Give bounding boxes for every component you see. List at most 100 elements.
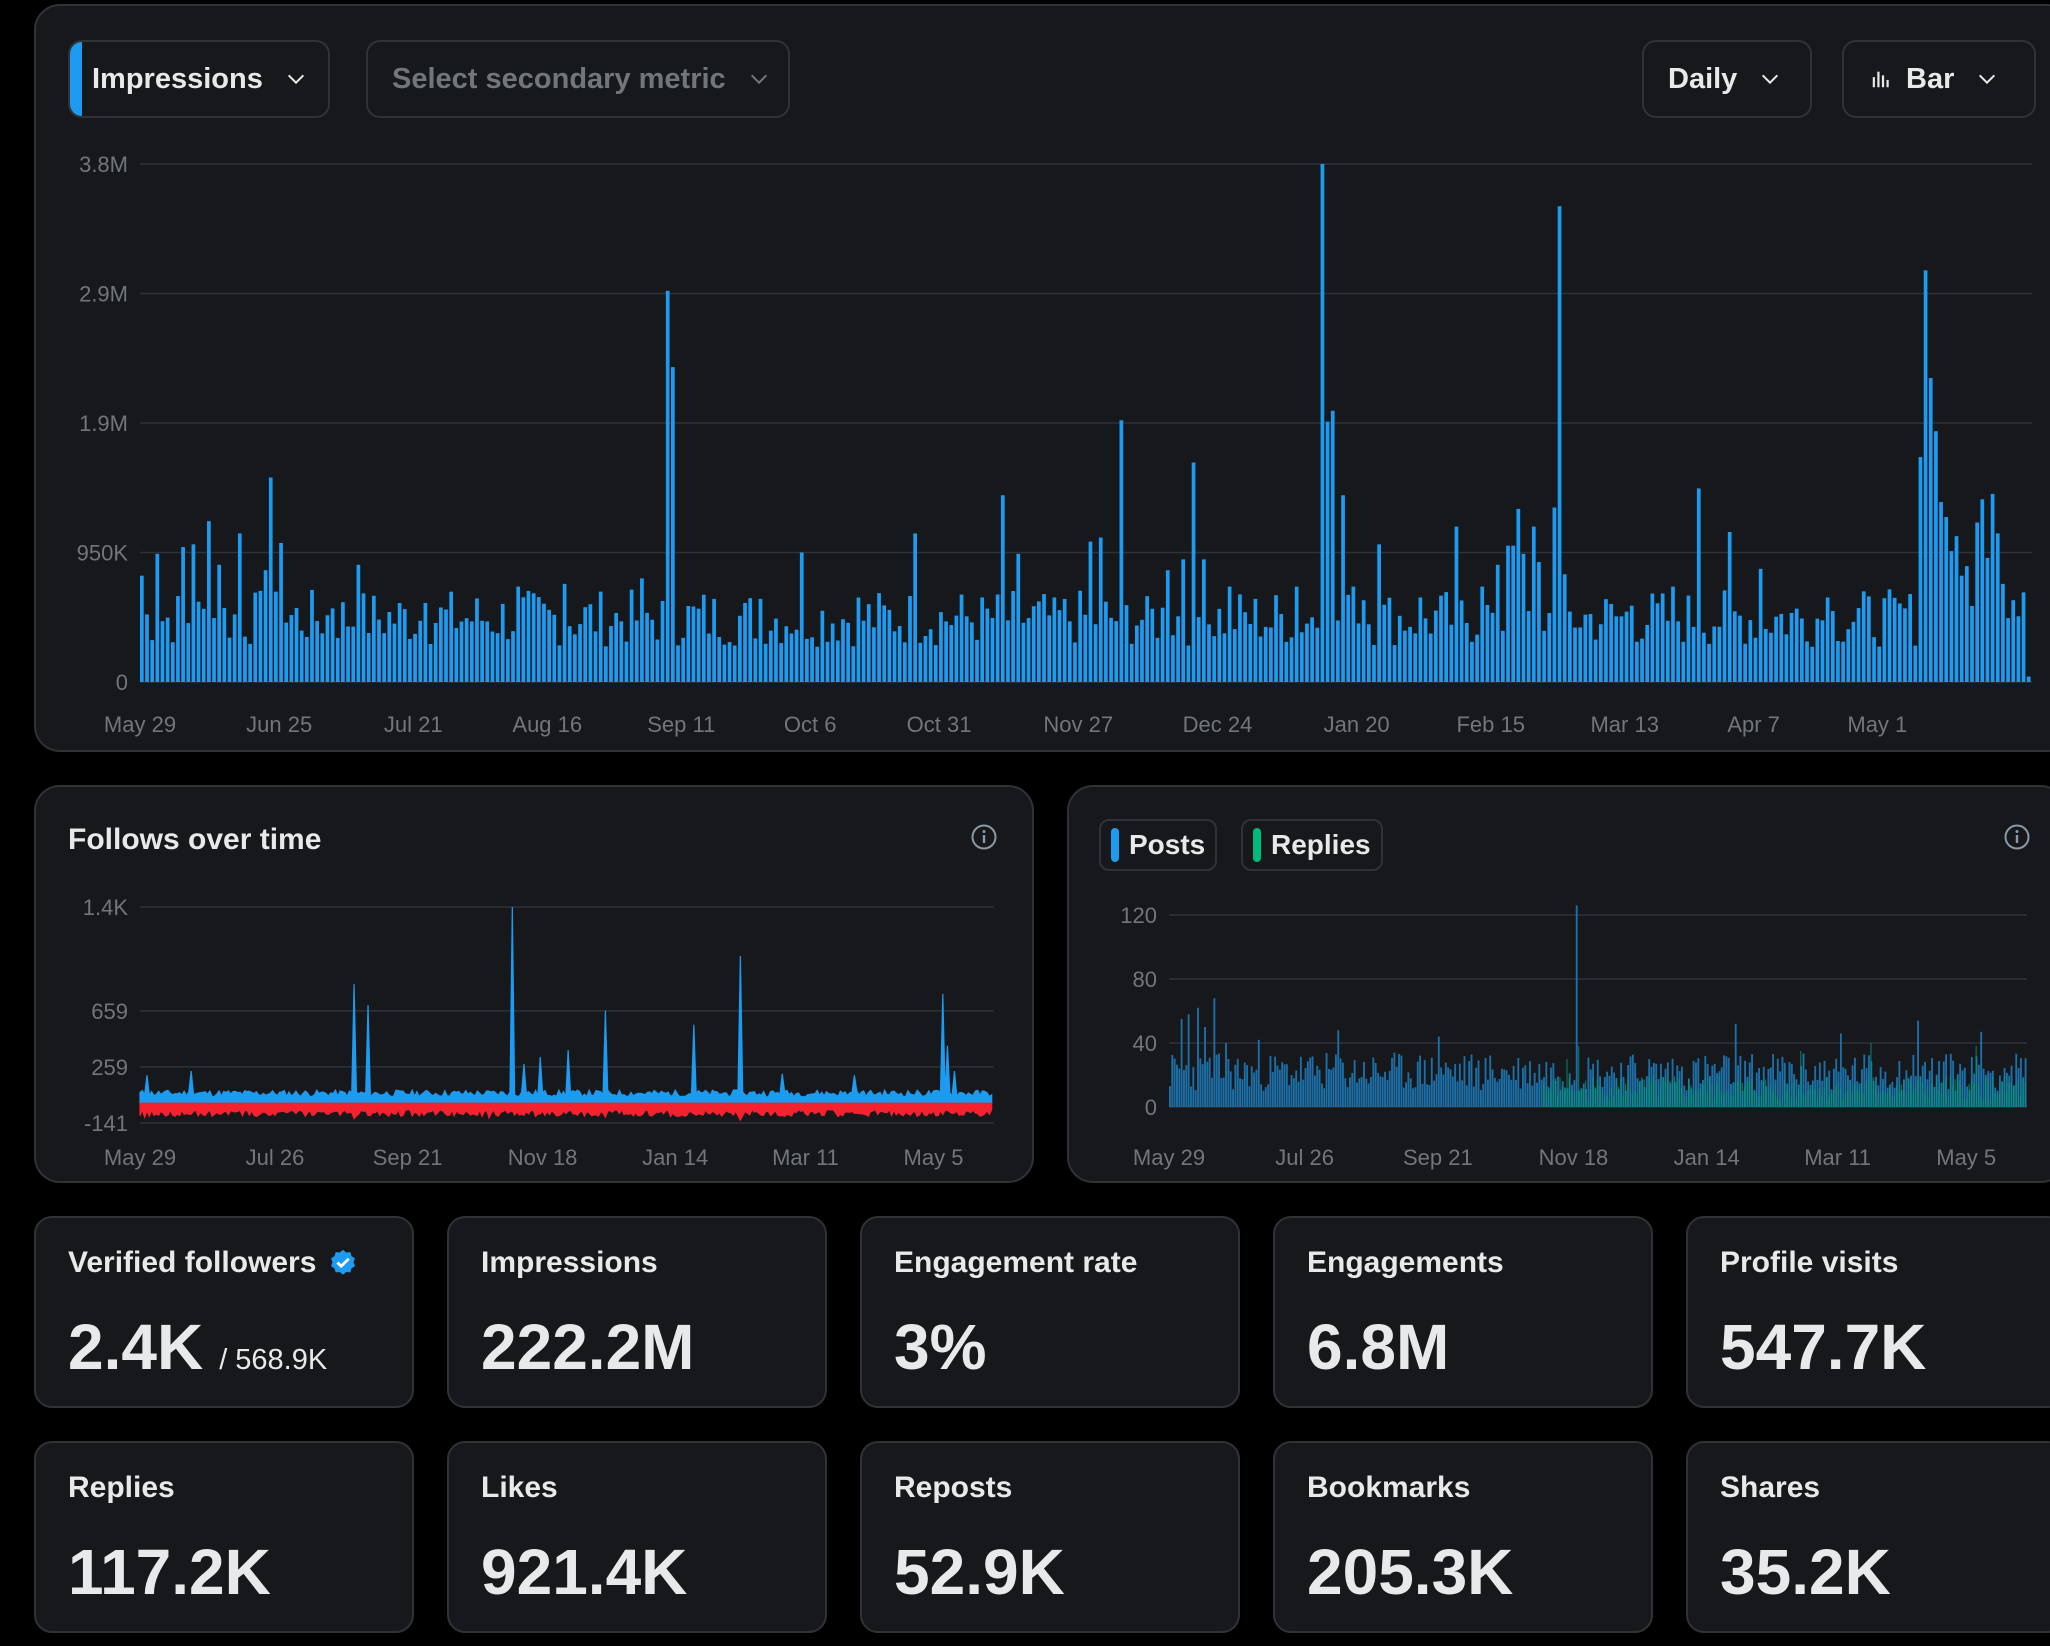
impressions-bar xyxy=(964,616,969,682)
replies-bar xyxy=(1903,1079,1905,1107)
impressions-bar xyxy=(1047,615,1052,682)
period-dropdown[interactable]: Daily xyxy=(1642,40,1812,118)
chart-type-dropdown[interactable]: Bar xyxy=(1842,40,2036,118)
impressions-bar xyxy=(1784,634,1789,682)
x-tick-label: Jan 20 xyxy=(1324,712,1390,737)
posts-bar xyxy=(1206,1061,1209,1107)
replies-bar xyxy=(1889,1085,1891,1107)
impressions-bar xyxy=(397,603,402,682)
impressions-bar xyxy=(1629,605,1634,682)
posts-bar xyxy=(1540,1079,1543,1107)
secondary-metric-dropdown[interactable]: Select secondary metric xyxy=(366,40,790,118)
posts-bar xyxy=(1760,1080,1763,1107)
posts-bar xyxy=(1360,1077,1363,1107)
replies-bar xyxy=(1585,1080,1587,1107)
posts-bar xyxy=(1337,1030,1340,1107)
impressions-bar xyxy=(1346,594,1351,682)
posts-bar xyxy=(1966,1086,1969,1107)
impressions-bar xyxy=(1810,646,1815,682)
stat-replies[interactable]: Replies 117.2K xyxy=(34,1441,414,1633)
posts-bar xyxy=(1767,1069,1770,1107)
impressions-bar xyxy=(1526,611,1531,682)
chevron-down-icon xyxy=(287,74,304,85)
impressions-bar xyxy=(1196,617,1201,682)
stat-label: Shares xyxy=(1720,1471,1821,1504)
impressions-bar xyxy=(1093,624,1098,682)
replies-bar xyxy=(2022,1079,2024,1107)
stat-reposts[interactable]: Reposts 52.9K xyxy=(860,1441,1240,1633)
impressions-bar xyxy=(1289,637,1294,682)
posts-bar xyxy=(1332,1067,1335,1107)
stat-engagement-rate[interactable]: Engagement rate 3% xyxy=(860,1216,1240,1408)
impressions-bar xyxy=(1980,499,1985,682)
impressions-bar xyxy=(1990,493,1995,682)
info-icon[interactable] xyxy=(2003,823,2031,851)
impressions-bar xyxy=(763,643,768,682)
impressions-bar xyxy=(573,634,577,682)
posts-bar xyxy=(1192,1067,1195,1107)
posts-bar xyxy=(1419,1055,1422,1107)
posts-bar xyxy=(1720,1067,1723,1107)
replies-bar xyxy=(1865,1081,1867,1107)
primary-metric-accent xyxy=(70,42,82,116)
legend-posts-toggle[interactable]: Posts xyxy=(1099,819,1218,871)
impressions-bar xyxy=(1702,632,1706,682)
x-tick-label: Mar 11 xyxy=(1804,1145,1871,1170)
impressions-bar xyxy=(439,607,443,682)
replies-bar xyxy=(1926,1087,1928,1107)
posts-bar xyxy=(1629,1056,1632,1107)
posts-bar xyxy=(1370,1077,1372,1107)
posts-bar xyxy=(1842,1067,1845,1107)
impressions-bar xyxy=(1830,611,1835,682)
impressions-bar xyxy=(1815,618,1820,682)
stat-profile-visits[interactable]: Profile visits 547.7K xyxy=(1686,1216,2050,1408)
legend-replies-toggle[interactable]: Replies xyxy=(1241,819,1383,871)
impressions-bar xyxy=(1501,630,1505,682)
impressions-bar xyxy=(1665,620,1670,682)
replies-bar xyxy=(1744,1087,1746,1107)
posts-bar xyxy=(1802,1053,1805,1107)
impressions-bar xyxy=(1031,606,1036,682)
impressions-bar xyxy=(490,631,495,682)
impressions-bar xyxy=(738,615,742,682)
replies-bar xyxy=(1737,1081,1739,1107)
impressions-bar xyxy=(1562,574,1567,682)
posts-bar xyxy=(1657,1079,1660,1107)
impressions-bar xyxy=(1686,595,1691,682)
info-icon[interactable] xyxy=(970,823,998,851)
posts-bar xyxy=(1302,1079,1305,1107)
replies-bar xyxy=(1790,1096,1792,1107)
impressions-bar xyxy=(789,633,794,682)
stat-likes[interactable]: Likes 921.4K xyxy=(447,1441,827,1633)
posts-bar xyxy=(2024,1058,2027,1107)
posts-bar xyxy=(1290,1075,1293,1107)
posts-bar xyxy=(1472,1086,1475,1107)
impressions-bar xyxy=(1459,600,1464,682)
primary-metric-dropdown[interactable]: Impressions xyxy=(68,40,330,118)
posts-bar xyxy=(1928,1070,1931,1107)
impressions-bar xyxy=(1516,508,1521,682)
stat-bookmarks[interactable]: Bookmarks 205.3K xyxy=(1273,1441,1653,1633)
impressions-bar xyxy=(1805,641,1809,682)
impressions-bar xyxy=(1774,616,1778,682)
replies-bar xyxy=(1702,1084,1704,1107)
impressions-bar xyxy=(815,646,820,682)
impressions-bar xyxy=(650,619,655,682)
stat-value: 52.9K xyxy=(894,1536,1065,1608)
stat-impressions[interactable]: Impressions 222.2M xyxy=(447,1216,827,1408)
stat-value: 6.8M xyxy=(1307,1311,1450,1383)
impressions-bar xyxy=(475,598,479,682)
stat-verified-followers[interactable]: Verified followers 2.4K / 568.9K xyxy=(34,1216,414,1408)
impressions-bar xyxy=(1279,613,1284,682)
impressions-bar xyxy=(387,611,392,682)
impressions-bar xyxy=(320,633,325,682)
posts-bar xyxy=(1912,1054,1915,1107)
stat-engagements[interactable]: Engagements 6.8M xyxy=(1273,1216,1653,1408)
impressions-bar xyxy=(846,622,850,682)
stat-shares[interactable]: Shares 35.2K xyxy=(1686,1441,2050,1633)
replies-bar xyxy=(1671,1079,1673,1107)
replies-bar xyxy=(1617,1086,1619,1107)
impressions-bar xyxy=(1341,495,1345,682)
impressions-bar xyxy=(201,608,206,682)
impressions-bar xyxy=(351,626,356,682)
